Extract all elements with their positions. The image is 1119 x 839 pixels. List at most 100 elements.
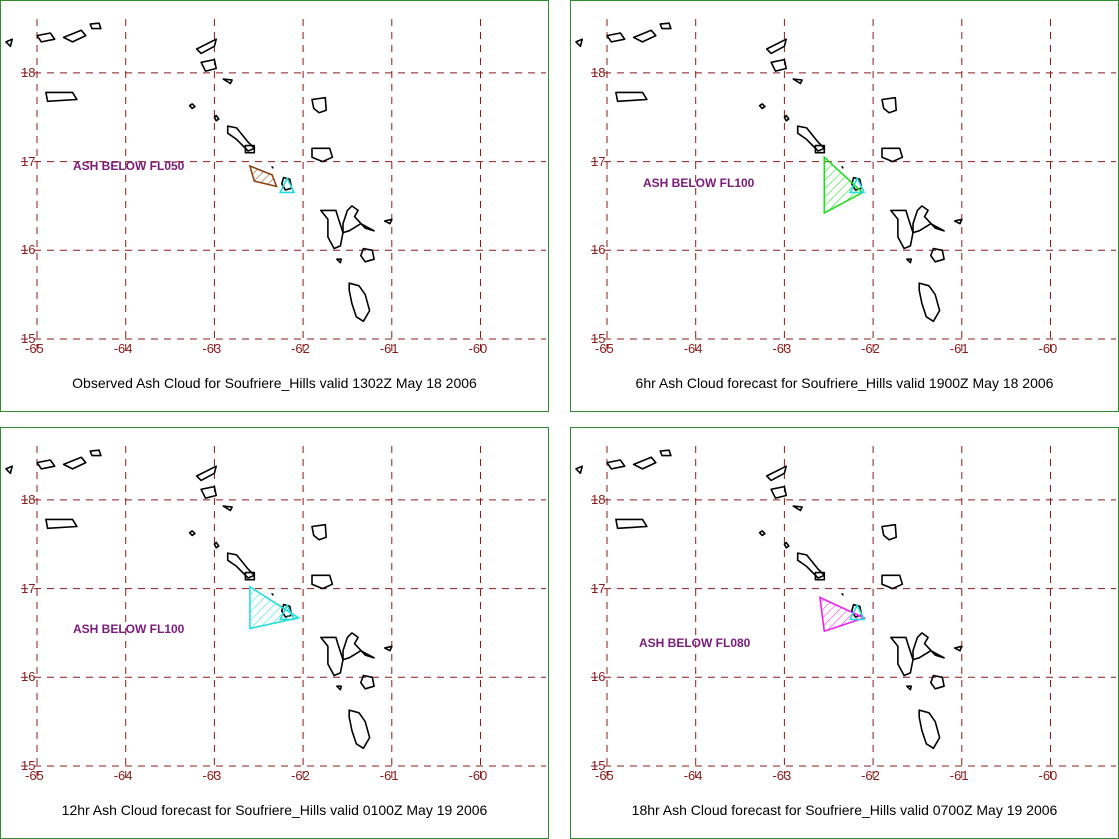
island-vi-3: [89, 22, 102, 30]
island-vi-3: [89, 449, 102, 457]
island-barbuda: [881, 96, 898, 114]
panel-caption: 12hr Ash Cloud forecast for Soufriere_Hi…: [61, 802, 488, 818]
island-vi-3: [659, 22, 672, 30]
island-antigua: [881, 574, 904, 590]
island-vi-1: [606, 32, 626, 43]
lon-tick-label: -64: [683, 341, 703, 356]
island-st-eustatius: [213, 114, 220, 122]
island-dominica: [348, 282, 371, 323]
ash-cloud-polygon: [248, 164, 278, 188]
island-st-kitts: [226, 125, 256, 152]
island-st-barths: [792, 78, 803, 85]
island-st-martin: [200, 485, 217, 499]
lon-tick-label: -62: [291, 768, 310, 783]
island-redonda: [271, 593, 274, 596]
island-st-barths: [222, 78, 233, 85]
lon-tick-label: -65: [595, 341, 614, 356]
lon-tick-label: -60: [468, 341, 488, 356]
island-redonda: [271, 166, 274, 169]
map-panel-1: 18 17 16 15 -65 -64 -63 -62 -61 -60 ASH BELOW FL05…: [0, 0, 549, 412]
island-dominica: [918, 282, 941, 323]
island-dominica: [348, 709, 371, 750]
lon-tick-label: -65: [25, 768, 44, 783]
lon-tick-label: -61: [379, 768, 399, 783]
lon-tick-label: -65: [25, 341, 44, 356]
island-st-barths: [222, 505, 233, 512]
lon-tick-label: -60: [1038, 341, 1058, 356]
island-saba: [758, 103, 766, 110]
map-canvas: [5, 446, 546, 778]
volcano-marker-icon: [278, 176, 296, 194]
island-st-martin: [200, 58, 217, 72]
lon-tick-label: -64: [683, 768, 703, 783]
island-anguilla: [195, 38, 217, 55]
lon-tick-label: -63: [202, 768, 222, 783]
island-vi-2: [62, 29, 87, 43]
lat-tick-label: 16: [21, 242, 36, 258]
island-antigua: [881, 147, 904, 163]
island-st-kitts: [796, 552, 826, 579]
ash-cloud-polygon: [818, 596, 867, 633]
island-marie-galante: [359, 674, 375, 690]
island-nevis: [244, 144, 256, 154]
island-barbuda: [311, 523, 328, 541]
island-guadeloupe-grande-terre: [342, 632, 375, 661]
island-barbuda: [311, 96, 328, 114]
map-canvas: [575, 446, 1116, 778]
map-panel-3: 18 17 16 15 -65 -64 -63 -62 -61 -60 ASH BELOW FL10…: [0, 427, 549, 839]
lat-tick-label: 18: [591, 64, 606, 80]
island-marie-galante: [929, 674, 945, 690]
lon-tick-label: -62: [861, 768, 880, 783]
lon-tick-label: -63: [202, 341, 222, 356]
island-saba: [188, 103, 196, 110]
panel-caption: 18hr Ash Cloud forecast for Soufriere_Hi…: [631, 802, 1058, 818]
island-antigua: [311, 574, 334, 590]
lat-tick-label: 17: [591, 153, 606, 169]
island-st-eustatius: [783, 114, 790, 122]
island-montserrat: [280, 176, 293, 191]
lat-tick-label: 16: [21, 669, 36, 685]
ash-level-label: ASH BELOW FL100: [643, 176, 755, 190]
island-vi-2: [632, 456, 657, 470]
island-st-croix: [45, 518, 78, 530]
island-st-martin: [770, 58, 787, 72]
volcano-marker-icon: [848, 176, 866, 194]
ash-level-label: ASH BELOW FL080: [639, 636, 751, 650]
lat-tick-label: 17: [21, 153, 36, 169]
volcano-marker-icon: [278, 603, 296, 621]
island-vi-1: [36, 32, 56, 43]
island-puerto-rico-edge: [5, 38, 13, 48]
lon-tick-label: -61: [949, 768, 969, 783]
island-guadeloupe-grande-terre: [342, 205, 375, 234]
lat-tick-label: 16: [591, 242, 606, 258]
panel-caption: 6hr Ash Cloud forecast for Soufriere_Hil…: [635, 375, 1054, 391]
map-panel-2: 18 17 16 15 -65 -64 -63 -62 -61 -60 ASH BELOW FL10…: [570, 0, 1119, 412]
island-desirade: [953, 218, 963, 225]
panel-caption: Observed Ash Cloud for Soufriere_Hills v…: [72, 375, 477, 391]
island-puerto-rico-edge: [5, 465, 13, 475]
lat-tick-label: 15: [21, 758, 36, 773]
island-desirade: [953, 645, 963, 652]
lat-tick-label: 18: [21, 491, 36, 507]
island-st-eustatius: [213, 541, 220, 549]
island-marie-galante: [929, 247, 945, 263]
island-puerto-rico-edge: [575, 38, 583, 48]
lon-tick-label: -61: [379, 341, 399, 356]
lat-tick-label: 15: [591, 331, 606, 346]
island-les-saintes: [905, 685, 913, 691]
lat-tick-label: 15: [591, 758, 606, 773]
island-les-saintes: [905, 258, 913, 264]
island-anguilla: [765, 465, 787, 482]
island-les-saintes: [335, 685, 343, 691]
island-barbuda: [881, 523, 898, 541]
island-vi-3: [659, 449, 672, 457]
island-saba: [758, 530, 766, 537]
island-desirade: [383, 645, 393, 652]
island-guadeloupe-basse-terre: [319, 209, 344, 250]
lon-tick-label: -60: [1038, 768, 1058, 783]
island-vi-1: [36, 459, 56, 470]
lon-tick-label: -63: [772, 341, 792, 356]
island-guadeloupe-basse-terre: [889, 209, 914, 250]
lon-tick-label: -61: [949, 341, 969, 356]
lon-tick-label: -63: [772, 768, 792, 783]
